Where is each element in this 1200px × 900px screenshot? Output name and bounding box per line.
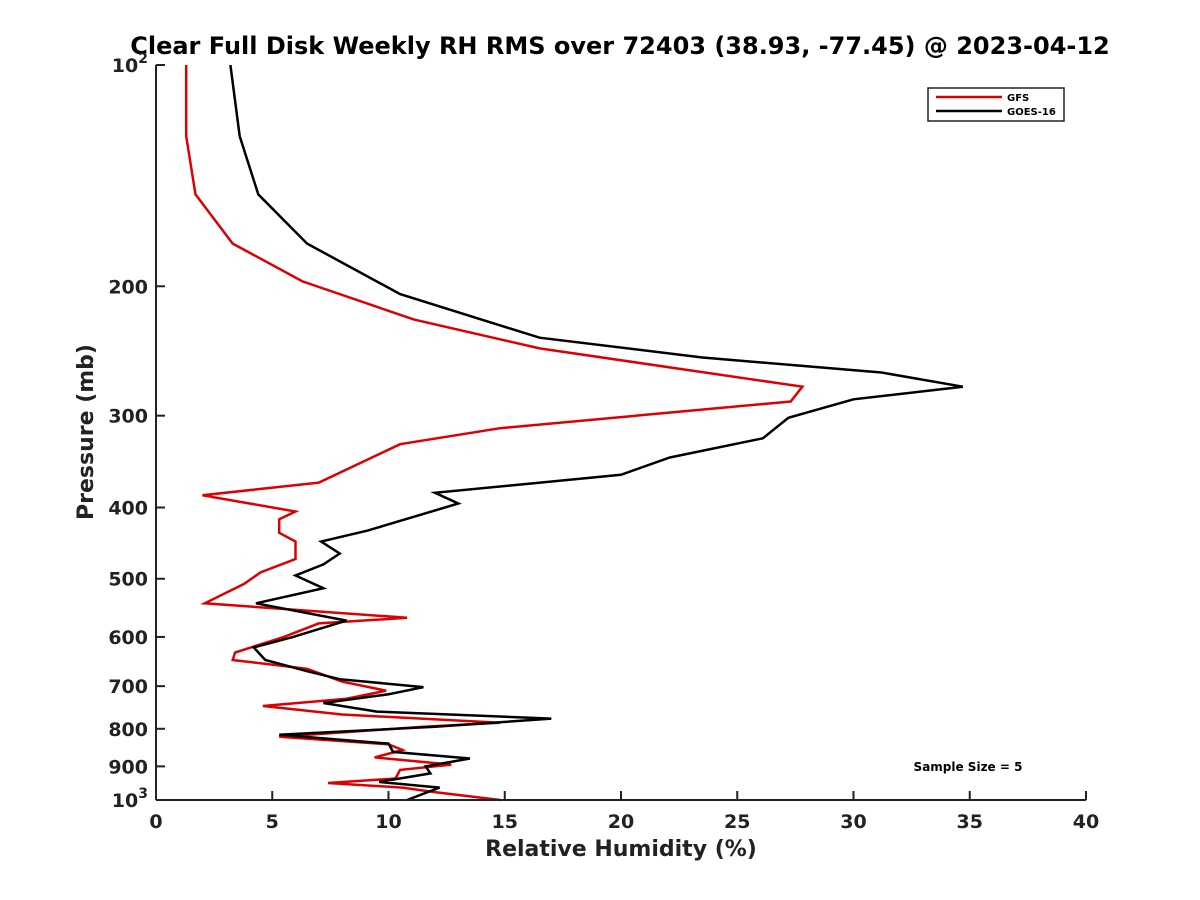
y-tick-label: 103 — [112, 786, 148, 812]
chart-legend: GFS GOES-16 — [927, 87, 1065, 122]
y-tick-label: 200 — [108, 276, 148, 298]
y-tick-label: 900 — [108, 756, 148, 778]
y-ticks: 102 200 300 400 500 600 700 800 900 103 — [108, 51, 165, 812]
series-layer — [184, 64, 964, 802]
x-ticks: 0 5 10 15 20 25 30 35 40 — [149, 791, 1099, 833]
x-tick-label: 15 — [492, 811, 518, 833]
y-tick-label: 500 — [108, 569, 148, 591]
legend-label-gfs: GFS — [1007, 93, 1029, 104]
chart-title: Clear Full Disk Weekly RH RMS over 72403… — [130, 32, 1110, 60]
x-tick-label: 35 — [957, 811, 983, 833]
x-tick-label: 0 — [149, 811, 162, 833]
y-axis-label: Pressure (mb) — [74, 344, 99, 520]
x-tick-label: 25 — [724, 811, 750, 833]
y-tick-label: 102 — [112, 51, 148, 77]
x-tick-label: 10 — [375, 811, 401, 833]
sample-size-annotation: Sample Size = 5 — [914, 760, 1023, 774]
y-tick-label: 700 — [108, 676, 148, 698]
series-line-gfs — [184, 65, 805, 802]
x-axis-label: Relative Humidity (%) — [485, 837, 757, 862]
x-tick-label: 5 — [266, 811, 279, 833]
x-tick-label: 20 — [608, 811, 634, 833]
x-tick-label: 40 — [1073, 811, 1099, 833]
y-tick-label: 800 — [108, 719, 148, 741]
y-tick-label: 600 — [108, 627, 148, 649]
legend-label-goes16: GOES-16 — [1007, 107, 1056, 118]
y-tick-label: 400 — [108, 498, 148, 520]
legend-box — [927, 87, 1065, 122]
x-tick-label: 30 — [840, 811, 866, 833]
y-tick-label: 300 — [108, 406, 148, 428]
series-line-goes16 — [229, 64, 964, 802]
